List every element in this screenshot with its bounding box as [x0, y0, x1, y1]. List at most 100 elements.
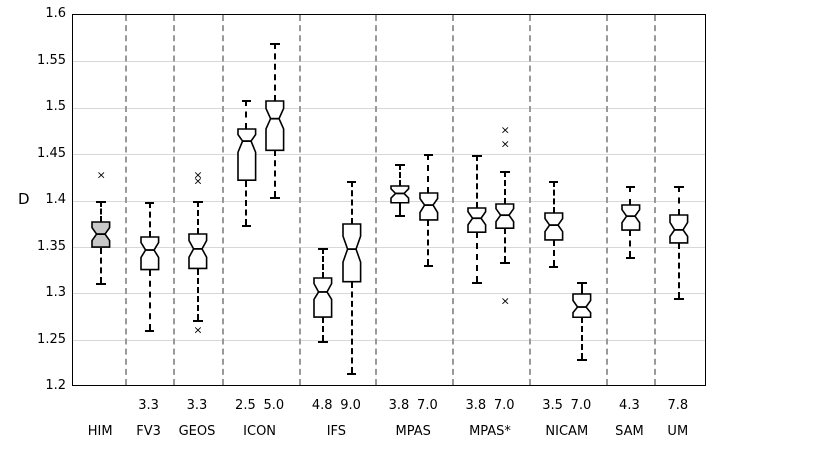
whisker-line — [552, 181, 555, 214]
whisker-line — [273, 149, 276, 198]
box-shape — [620, 203, 641, 231]
resolution-label: 5.0 — [263, 398, 285, 413]
model-group-label: FV3 — [136, 424, 161, 439]
whisker-cap — [577, 281, 587, 284]
group-separator — [529, 15, 531, 385]
y-gridline — [73, 247, 705, 248]
whisker-cap — [346, 180, 357, 183]
group-separator — [222, 15, 224, 385]
resolution-label: 7.0 — [493, 398, 515, 413]
whisker-cap — [577, 359, 587, 362]
y-gridline — [73, 293, 705, 294]
whisker-line — [581, 281, 583, 294]
whisker-line — [148, 269, 151, 331]
whisker-cap — [673, 186, 684, 189]
whisker-line — [677, 242, 680, 298]
whisker-line — [273, 42, 276, 101]
box-shape — [139, 236, 160, 271]
whisker-cap — [193, 201, 203, 203]
group-separator — [173, 15, 175, 385]
whisker-line — [322, 317, 325, 342]
y-tick-label: 1.35 — [37, 238, 66, 254]
y-gridline — [73, 61, 705, 62]
whisker-line — [399, 202, 401, 215]
resolution-label: 7.8 — [667, 398, 689, 413]
outlier-marker: × — [193, 168, 203, 182]
box-shape — [495, 202, 515, 229]
whisker-line — [629, 186, 632, 205]
whisker-line — [322, 247, 325, 279]
whisker-cap — [395, 214, 405, 217]
whisker-line — [399, 163, 401, 187]
box-shape — [265, 99, 285, 151]
whisker-cap — [471, 281, 482, 284]
whisker-line — [581, 317, 583, 360]
box-shape — [188, 233, 208, 270]
outlier-marker: × — [500, 137, 510, 151]
y-gridline — [73, 108, 705, 109]
whisker-line — [475, 231, 478, 282]
group-separator — [375, 15, 377, 385]
outlier-marker: × — [500, 294, 510, 308]
whisker-cap — [500, 262, 511, 265]
whisker-cap — [423, 265, 434, 268]
box-shape — [669, 214, 689, 244]
model-group-label: GEOS — [178, 424, 216, 439]
model-group-label: IFS — [326, 424, 347, 439]
whisker-cap — [269, 197, 280, 200]
y-tick-label: 1.25 — [37, 331, 66, 347]
resolution-label: 2.5 — [235, 398, 256, 413]
whisker-cap — [548, 266, 559, 269]
y-tick-label: 1.55 — [37, 52, 66, 68]
model-group-label: HIM — [87, 424, 113, 439]
box-shape — [313, 277, 333, 319]
group-separator — [452, 15, 454, 385]
model-group-label: ICON — [243, 424, 277, 439]
whisker-cap — [318, 341, 329, 344]
whisker-cap — [395, 163, 405, 166]
whisker-line — [475, 154, 478, 208]
box-shape — [572, 293, 592, 319]
group-separator — [654, 15, 656, 385]
y-gridline — [73, 154, 705, 155]
whisker-line — [629, 229, 632, 257]
whisker-cap — [144, 330, 155, 333]
whisker-line — [100, 247, 103, 283]
y-gridline — [73, 201, 705, 202]
resolution-label: 4.8 — [311, 398, 333, 413]
box-shape — [91, 221, 111, 249]
y-tick-label: 1.45 — [37, 145, 66, 161]
resolution-label: 3.8 — [388, 398, 410, 413]
model-group-label: SAM — [615, 424, 644, 439]
whisker-line — [245, 99, 248, 130]
resolution-label: 3.3 — [186, 398, 208, 413]
whisker-cap — [625, 256, 636, 259]
y-tick-label: 1.5 — [45, 99, 66, 114]
whisker-cap — [625, 186, 636, 189]
y-tick-label: 1.4 — [45, 192, 66, 207]
plot-area: × × × × × × × — [72, 14, 706, 386]
whisker-cap — [269, 42, 280, 45]
box-shape — [390, 185, 410, 204]
whisker-cap — [346, 373, 357, 376]
outlier-marker: × — [96, 168, 106, 182]
y-tick-label: 1.6 — [45, 6, 66, 21]
whisker-line — [350, 281, 353, 374]
y-tick-label: 1.2 — [45, 378, 66, 393]
whisker-cap — [96, 201, 107, 203]
y-axis-label: D — [18, 190, 30, 208]
box-shape — [543, 212, 564, 241]
model-group-label: NICAM — [545, 424, 589, 439]
resolution-label: 9.0 — [340, 398, 361, 413]
whisker-cap — [241, 225, 252, 228]
resolution-label: 3.5 — [542, 398, 563, 413]
whisker-line — [197, 201, 199, 235]
whisker-line — [100, 201, 103, 223]
whisker-line — [427, 219, 430, 266]
whisker-line — [350, 180, 353, 225]
whisker-line — [427, 153, 430, 193]
whisker-cap — [241, 99, 252, 102]
y-tick-label: 1.3 — [45, 285, 66, 300]
whisker-line — [504, 227, 507, 263]
